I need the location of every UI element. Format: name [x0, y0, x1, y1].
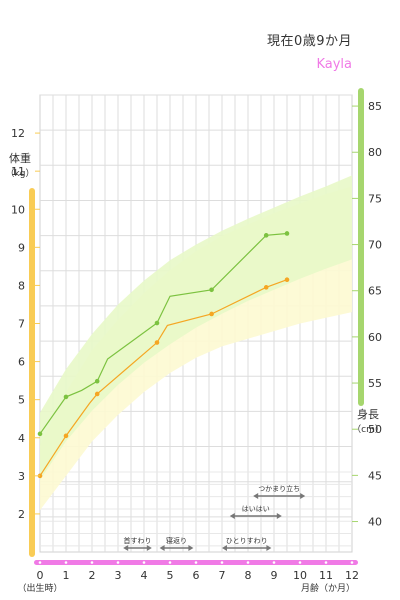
month-axis-tick	[246, 561, 250, 564]
milestone-label: はいはい	[242, 505, 270, 513]
milestone-arrow-left	[222, 545, 227, 551]
month-axis-tick	[324, 561, 328, 564]
milestone-item: ひとりすわり	[222, 537, 272, 551]
weight-point	[94, 391, 100, 397]
weight-point	[209, 311, 214, 317]
month-tick-label: 4	[141, 569, 148, 582]
milestone-arrow-left	[253, 493, 259, 499]
milestone-arrow-right	[300, 493, 306, 499]
milestone-item: はいはい	[229, 505, 282, 519]
month-axis-tick	[168, 561, 172, 564]
weight-tick-label: 11	[11, 165, 25, 178]
month-axis-tick	[194, 561, 198, 564]
height-point	[94, 378, 100, 384]
weight-point	[263, 285, 269, 290]
height-tick-label: 75	[368, 192, 382, 205]
weight-tick-label: 4	[18, 432, 25, 445]
height-tick-label: 60	[368, 331, 382, 344]
milestone-label: 首すわり	[124, 536, 152, 545]
month-tick-label: 1	[63, 569, 70, 582]
milestone-arrow-right	[266, 545, 272, 551]
month-axis-tick	[38, 561, 42, 564]
month-tick-label: 8	[245, 569, 252, 582]
height-axis-unit: （cm）	[352, 424, 384, 435]
milestone-label: 寝返り	[166, 536, 187, 545]
weight-tick-label: 5	[18, 394, 25, 407]
percentile-bands	[40, 175, 352, 511]
month-axis-tick	[116, 561, 120, 564]
month-tick-label: 2	[89, 569, 96, 582]
weight-tick-label: 7	[18, 318, 25, 331]
month-axis-tick	[64, 561, 68, 564]
weight-axis-bar	[29, 188, 35, 557]
month-axis-tick	[272, 561, 276, 564]
month-axis-label: 月齢（か月）	[301, 582, 355, 594]
height-tick-label: 50	[368, 423, 382, 436]
milestone-item: 首すわり	[123, 536, 152, 551]
height-tick-label: 65	[368, 285, 382, 298]
weight-tick-label: 9	[18, 241, 25, 254]
weight-tick-label: 6	[18, 356, 25, 369]
milestone-arrow-left	[123, 545, 129, 551]
weight-tick-label: 3	[18, 470, 25, 483]
child-name: Kayla	[316, 57, 352, 72]
milestone-item: つかまり立ち	[253, 484, 306, 499]
month-tick-label: 10	[293, 569, 307, 582]
weight-point	[284, 277, 290, 283]
height-line	[39, 232, 288, 435]
month-axis-tick	[142, 561, 146, 564]
month-axis-tick	[220, 561, 224, 564]
weight-axis-title: 体重	[9, 151, 31, 165]
height-point	[263, 233, 269, 238]
month-tick-label: 6	[193, 569, 200, 582]
month-tick-label: 0	[37, 569, 44, 582]
height-point	[209, 287, 214, 293]
milestone-label: つかまり立ち	[258, 484, 300, 493]
weight-tick-label: 8	[18, 279, 25, 292]
height-point	[154, 320, 160, 326]
height-point	[37, 431, 43, 437]
weight-axis-unit: （kg）	[6, 168, 35, 179]
milestone-arrow-left	[159, 545, 165, 551]
month-axis-tick	[90, 561, 94, 564]
month-tick-label: 7	[219, 569, 226, 582]
height-tick-label: 80	[368, 146, 382, 159]
month-tick-label: 3	[115, 569, 122, 582]
chart-axes: 23456789101112体重（kg）40455055606570758085…	[6, 88, 384, 594]
height-tick-label: 55	[368, 377, 382, 390]
height-axis-title: 身長	[357, 407, 379, 421]
month-tick-label: 12	[345, 569, 359, 582]
weight-point	[154, 340, 160, 345]
weight-tick-label: 12	[11, 127, 25, 140]
month-tick-label: 11	[319, 569, 333, 582]
month-tick-label: 9	[271, 569, 278, 582]
birth-label: （出生時）	[17, 582, 62, 594]
height-point	[63, 394, 69, 400]
month-axis-tick	[350, 561, 354, 564]
height-axis-bar	[358, 88, 364, 406]
milestone-label: ひとりすわり	[226, 537, 268, 545]
height-tick-label: 70	[368, 239, 382, 252]
milestone-arrow-left	[229, 513, 235, 519]
milestone-arrow-right	[146, 545, 152, 551]
current-age: 現在0歳9か月	[266, 34, 352, 49]
chart-header: 現在0歳9か月 Kayla	[267, 30, 352, 72]
weight-tick-label: 2	[18, 508, 25, 521]
milestone-arrow-right	[276, 513, 282, 519]
height-tick-label: 45	[368, 469, 382, 482]
milestone-item: 寝返り	[159, 536, 194, 551]
month-axis-tick	[298, 561, 302, 564]
height-tick-label: 85	[368, 100, 382, 113]
height-percentile-band	[40, 175, 352, 480]
weight-point	[63, 433, 69, 439]
weight-tick-label: 10	[11, 203, 25, 216]
milestone-arrow-right	[188, 545, 194, 551]
growth-series	[37, 231, 290, 479]
height-tick-label: 40	[368, 516, 382, 529]
milestones: 首すわり 寝返り ひとりすわり はいはい つかまり立ち	[123, 484, 306, 551]
height-point	[284, 231, 290, 236]
month-tick-label: 5	[167, 569, 174, 582]
